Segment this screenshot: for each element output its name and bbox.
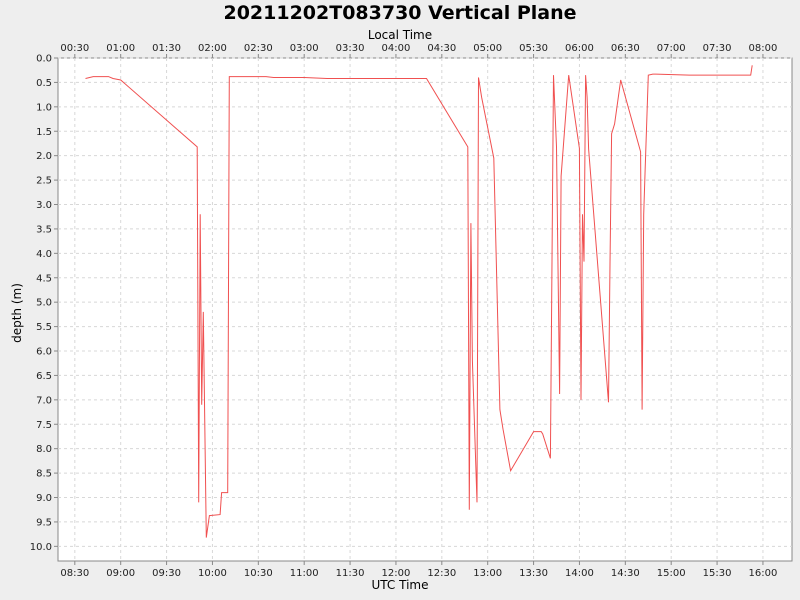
x-axis-label: UTC Time (371, 578, 429, 592)
y-tick-label: 3.0 (36, 200, 52, 211)
depth-series-line (85, 65, 753, 538)
x2-tick-label: 00:30 (60, 43, 89, 54)
x-tick-label: 14:00 (565, 568, 594, 579)
top-axis-label: Local Time (367, 28, 433, 42)
y-tick-label: 0.5 (36, 78, 52, 89)
y-tick-label: 2.5 (36, 176, 52, 187)
y-tick-label: 8.5 (36, 469, 52, 480)
y-tick-label: 4.0 (36, 249, 52, 260)
y-tick-label: 5.0 (36, 298, 52, 309)
x2-tick-label: 01:00 (106, 43, 135, 54)
x-tick-label: 12:00 (382, 568, 411, 579)
y-tick-label: 6.5 (36, 371, 52, 382)
x-tick-label: 14:30 (611, 568, 640, 579)
x-tick-label: 11:30 (336, 568, 365, 579)
x-tick-label: 10:00 (198, 568, 227, 579)
x2-tick-label: 04:00 (382, 43, 411, 54)
y-tick-label: 1.5 (36, 127, 52, 138)
y-tick-label: 3.5 (36, 224, 52, 235)
x-tick-label: 15:30 (703, 568, 732, 579)
y-tick-label: 7.0 (36, 395, 52, 406)
y-tick-label: 5.5 (36, 322, 52, 333)
x2-tick-label: 06:00 (565, 43, 594, 54)
x-tick-label: 10:30 (244, 568, 273, 579)
chart-title: 20211202T083730 Vertical Plane (223, 2, 577, 24)
y-tick-label: 4.5 (36, 273, 52, 284)
axis-ticks: 08:30 09:00 09:30 10:00 10:30 11:00 11:30 12:00… (30, 43, 778, 579)
x-tick-label: 11:00 (290, 568, 319, 579)
x-tick-label: 09:00 (106, 568, 135, 579)
x2-tick-label: 08:00 (749, 43, 778, 54)
grid (58, 57, 792, 561)
y-tick-label: 7.5 (36, 420, 52, 431)
x-tick-label: 13:30 (519, 568, 548, 579)
x-tick-label: 15:00 (657, 568, 686, 579)
x2-tick-label: 05:00 (473, 43, 502, 54)
y-tick-label: 9.5 (36, 517, 52, 528)
x2-tick-label: 02:00 (198, 43, 227, 54)
y-tick-label: 1.0 (36, 102, 52, 113)
x2-tick-label: 02:30 (244, 43, 273, 54)
x2-tick-label: 06:30 (611, 43, 640, 54)
x2-tick-label: 03:30 (336, 43, 365, 54)
x2-tick-label: 01:30 (152, 43, 181, 54)
x-tick-label: 13:00 (473, 568, 502, 579)
plot-area (57, 57, 793, 562)
y-tick-label: 9.0 (36, 493, 52, 504)
y-tick-label: 10.0 (30, 542, 52, 553)
x2-tick-label: 05:30 (519, 43, 548, 54)
x-tick-label: 16:00 (749, 568, 778, 579)
x2-tick-label: 07:00 (657, 43, 686, 54)
x-tick-label: 08:30 (60, 568, 89, 579)
y-tick-label: 6.0 (36, 347, 52, 358)
y-tick-label: 8.0 (36, 444, 52, 455)
x-tick-label: 12:30 (427, 568, 456, 579)
y-tick-label: 0.0 (36, 54, 52, 65)
y-tick-label: 2.0 (36, 151, 52, 162)
x2-tick-label: 07:30 (703, 43, 732, 54)
x2-tick-label: 04:30 (427, 43, 456, 54)
x-tick-label: 09:30 (152, 568, 181, 579)
x2-tick-label: 03:00 (290, 43, 319, 54)
